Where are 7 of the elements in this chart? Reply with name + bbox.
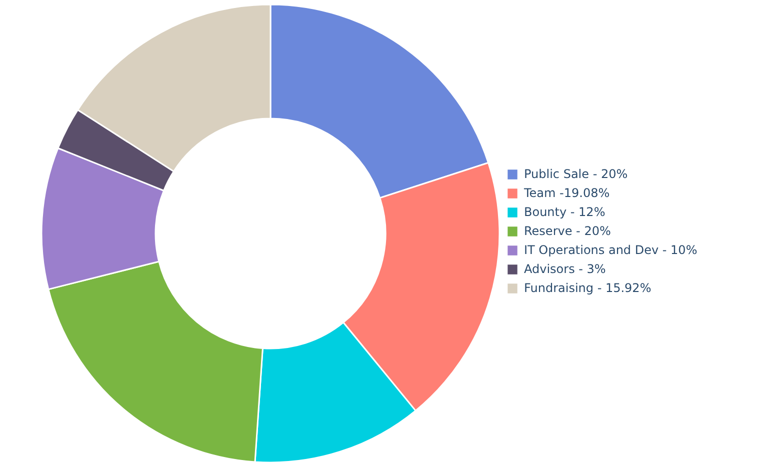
legend-label: Bounty - 12%	[524, 204, 606, 220]
legend-label: Reserve - 20%	[524, 223, 611, 239]
legend-label: IT Operations and Dev - 10%	[524, 242, 698, 258]
legend-label: Fundraising - 15.92%	[524, 280, 652, 296]
legend-label: Advisors - 3%	[524, 261, 606, 277]
legend-label: Public Sale - 20%	[524, 166, 628, 182]
legend-label: Team -19.08%	[524, 185, 610, 201]
